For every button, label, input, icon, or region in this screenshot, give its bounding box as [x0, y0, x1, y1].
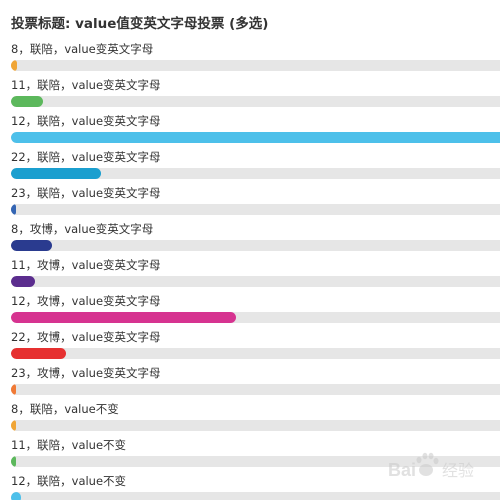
poll-option: 12，联陪，value变英文字母 [0, 113, 500, 149]
poll-option-label: 11，攻博，value变英文字母 [11, 258, 161, 272]
poll-option: 23，联陪，value变英文字母 [0, 185, 500, 221]
poll-title: 投票标题: value值变英文字母投票 (多选) [11, 16, 269, 32]
poll-option: 11，联陪，value不变 [0, 437, 500, 473]
poll-option-bar-track [11, 276, 500, 287]
poll-option-label: 22，攻博，value变英文字母 [11, 330, 161, 344]
poll-option-label: 23，联陪，value变英文字母 [11, 186, 161, 200]
poll-option-label: 12，联陪，value变英文字母 [11, 114, 161, 128]
poll-option: 22，联陪，value变英文字母 [0, 149, 500, 185]
poll-options-list: 8，联陪，value变英文字母 11，联陪，value变英文字母 12，联陪，val… [0, 41, 500, 500]
poll-option-bar-track [11, 312, 500, 323]
poll-option-bar-fill [11, 276, 35, 287]
poll-option-bar-track [11, 168, 500, 179]
poll-option-bar-track [11, 420, 500, 431]
poll-option-bar-fill [11, 96, 43, 107]
poll-option-label: 11，联陪，value变英文字母 [11, 78, 161, 92]
poll-option-label: 8，联陪，value不变 [11, 402, 119, 416]
poll-option-bar-fill [11, 492, 21, 500]
poll-option: 23，攻博，value变英文字母 [0, 365, 500, 401]
poll-option-bar-fill [11, 60, 17, 71]
poll-option-bar-fill [11, 312, 236, 323]
poll-option-bar-track [11, 456, 500, 467]
poll-option-label: 8，联陪，value变英文字母 [11, 42, 154, 56]
baidu-jingyan-watermark: Bai 经验 [388, 452, 474, 480]
poll-option-bar-track [11, 132, 500, 143]
poll-option-bar-track [11, 60, 500, 71]
poll-option-bar-fill [11, 204, 16, 215]
poll-option-label: 8，攻博，value变英文字母 [11, 222, 154, 236]
poll-option-bar-fill [11, 456, 16, 467]
watermark-text-jingyan: 经验 [442, 461, 474, 480]
poll-option-label: 11，联陪，value不变 [11, 438, 127, 452]
poll-option-bar-track [11, 348, 500, 359]
poll-option-bar-fill [11, 348, 66, 359]
poll-option-bar-fill [11, 168, 101, 179]
poll-option: 22，攻博，value变英文字母 [0, 329, 500, 365]
poll-option-bar-track [11, 492, 500, 500]
poll-option-bar-track [11, 204, 500, 215]
poll-option: 8，攻博，value变英文字母 [0, 221, 500, 257]
poll-option-bar-track [11, 240, 500, 251]
poll-option-bar-fill [11, 132, 500, 143]
poll-option: 11，攻博，value变英文字母 [0, 257, 500, 293]
poll-option-bar-track [11, 96, 500, 107]
poll-option-label: 12，联陪，value不变 [11, 474, 127, 488]
poll-option-bar-fill [11, 384, 16, 395]
poll-option-bar-track [11, 384, 500, 395]
poll-option: 12，攻博，value变英文字母 [0, 293, 500, 329]
poll-option-label: 23，攻博，value变英文字母 [11, 366, 161, 380]
poll-option-label: 12，攻博，value变英文字母 [11, 294, 161, 308]
poll-option-bar-fill [11, 420, 16, 431]
watermark-text-bai: Bai [388, 460, 416, 480]
poll-option-bar-fill [11, 240, 52, 251]
poll-option: 8，联陪，value不变 [0, 401, 500, 437]
baidu-paw-icon [416, 452, 439, 476]
poll-option-label: 22，联陪，value变英文字母 [11, 150, 161, 164]
poll-option: 8，联陪，value变英文字母 [0, 41, 500, 77]
poll-option: 11，联陪，value变英文字母 [0, 77, 500, 113]
poll-option: 12，联陪，value不变 [0, 473, 500, 500]
